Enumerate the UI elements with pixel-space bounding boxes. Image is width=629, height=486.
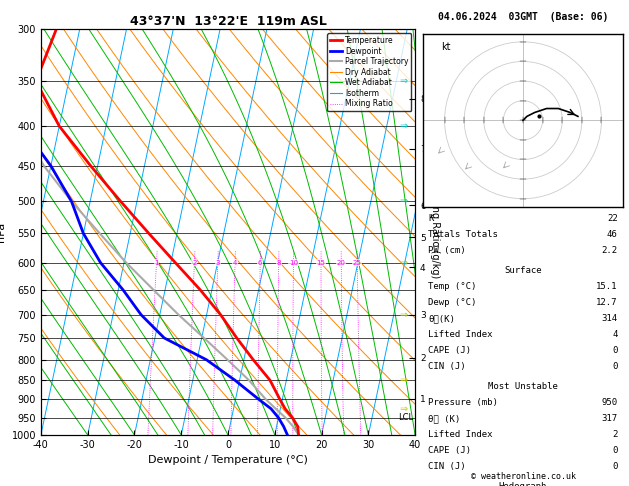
Text: 0: 0	[612, 446, 618, 455]
Text: 2.2: 2.2	[601, 246, 618, 255]
Text: ⇒: ⇒	[399, 76, 407, 86]
Text: CAPE (J): CAPE (J)	[428, 446, 471, 455]
Y-axis label: Mixing Ratio (g/kg): Mixing Ratio (g/kg)	[430, 186, 440, 278]
Text: 314: 314	[601, 314, 618, 323]
Text: ⇒: ⇒	[399, 196, 407, 207]
Text: 10: 10	[289, 260, 298, 266]
Text: 8: 8	[277, 260, 281, 266]
Text: PW (cm): PW (cm)	[428, 246, 466, 255]
Text: 4: 4	[612, 330, 618, 339]
Text: 20: 20	[337, 260, 346, 266]
Text: ⇒: ⇒	[399, 258, 407, 268]
Text: 15.1: 15.1	[596, 282, 618, 291]
Text: 22: 22	[607, 214, 618, 223]
Text: CIN (J): CIN (J)	[428, 462, 466, 471]
Text: CIN (J): CIN (J)	[428, 362, 466, 371]
Text: © weatheronline.co.uk: © weatheronline.co.uk	[470, 472, 576, 481]
X-axis label: Dewpoint / Temperature (°C): Dewpoint / Temperature (°C)	[148, 455, 308, 466]
Text: 0: 0	[612, 362, 618, 371]
Text: ⇒: ⇒	[399, 375, 407, 385]
Text: CAPE (J): CAPE (J)	[428, 346, 471, 355]
Text: Surface: Surface	[504, 266, 542, 275]
Text: 15: 15	[316, 260, 325, 266]
Text: θᴄ (K): θᴄ (K)	[428, 414, 460, 423]
Text: 2: 2	[612, 430, 618, 439]
Text: 6: 6	[258, 260, 262, 266]
Y-axis label: hPa: hPa	[0, 222, 6, 242]
Text: Pressure (mb): Pressure (mb)	[428, 398, 498, 407]
Text: 4: 4	[233, 260, 237, 266]
Text: K: K	[428, 214, 434, 223]
Text: 2: 2	[192, 260, 196, 266]
Text: Hodograph: Hodograph	[499, 482, 547, 486]
Legend: Temperature, Dewpoint, Parcel Trajectory, Dry Adiabat, Wet Adiabat, Isotherm, Mi: Temperature, Dewpoint, Parcel Trajectory…	[327, 33, 411, 111]
Text: 12.7: 12.7	[596, 298, 618, 307]
Text: θᴄ(K): θᴄ(K)	[428, 314, 455, 323]
Text: 1: 1	[154, 260, 159, 266]
Text: 317: 317	[601, 414, 618, 423]
Text: 46: 46	[607, 230, 618, 239]
Text: Most Unstable: Most Unstable	[488, 382, 558, 391]
Text: 3: 3	[216, 260, 220, 266]
Text: 25: 25	[353, 260, 362, 266]
Title: 43°37'N  13°22'E  119m ASL: 43°37'N 13°22'E 119m ASL	[130, 15, 326, 28]
Text: Lifted Index: Lifted Index	[428, 430, 493, 439]
Text: 0: 0	[612, 346, 618, 355]
Text: Lifted Index: Lifted Index	[428, 330, 493, 339]
Text: 04.06.2024  03GMT  (Base: 06): 04.06.2024 03GMT (Base: 06)	[438, 12, 608, 22]
Text: ⇒: ⇒	[399, 310, 407, 320]
Text: Totals Totals: Totals Totals	[428, 230, 498, 239]
Text: 950: 950	[601, 398, 618, 407]
Text: Dewp (°C): Dewp (°C)	[428, 298, 477, 307]
Text: Temp (°C): Temp (°C)	[428, 282, 477, 291]
Text: LCL: LCL	[399, 413, 414, 422]
Text: ⇒: ⇒	[399, 121, 407, 131]
Text: ⇒: ⇒	[399, 404, 407, 414]
Text: kt: kt	[441, 42, 450, 52]
Text: 0: 0	[612, 462, 618, 471]
